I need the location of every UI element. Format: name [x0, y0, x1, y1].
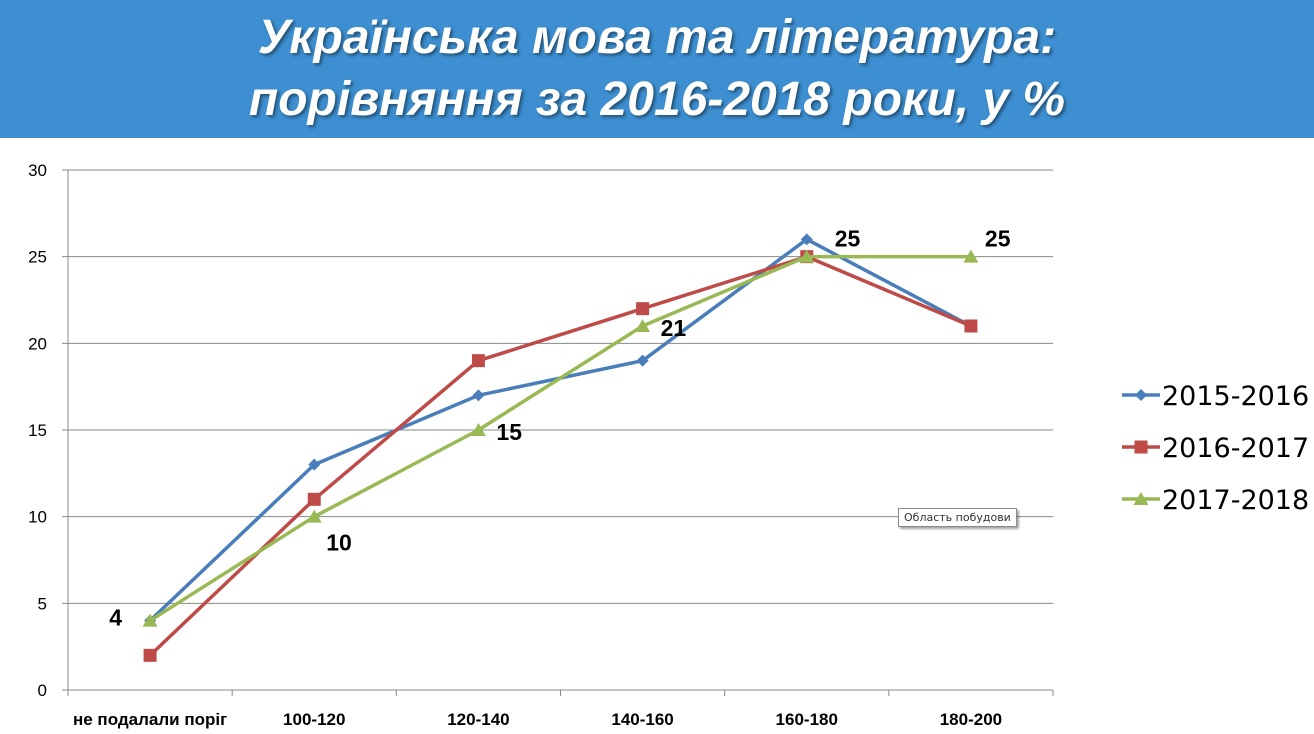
y-tick-label: 0 [38, 681, 47, 700]
chart-title-line-1: Українська мова та література: [257, 11, 1057, 64]
y-tick-label: 10 [28, 508, 47, 527]
x-tick-label: 120-140 [447, 710, 509, 729]
data-point-2016-2017 [636, 302, 650, 316]
data-label: 10 [326, 530, 352, 556]
y-tick-label: 15 [28, 421, 47, 440]
data-point-2017-2018 [799, 249, 815, 263]
data-label: 4 [109, 605, 122, 631]
data-label: 25 [985, 226, 1011, 252]
data-point-2017-2018 [470, 423, 486, 436]
plot-area-tooltip: Область побудови [898, 508, 1017, 527]
series-line-2017-2018 [148, 254, 973, 623]
data-point-2016-2017 [307, 492, 321, 506]
y-tick-label: 20 [28, 334, 47, 353]
data-point-2016-2017 [143, 648, 157, 662]
x-tick-label: 180-200 [940, 710, 1002, 729]
y-tick-label: 30 [28, 161, 47, 180]
data-point-2017-2018 [963, 249, 979, 263]
x-tick-label: 160-180 [776, 710, 838, 729]
title-banner: Українська мова та література: порівнянн… [0, 0, 1314, 138]
legend-label: 2016-2017 [1162, 433, 1309, 464]
x-tick-label: 100-120 [283, 710, 345, 729]
data-point-2016-2017 [471, 354, 485, 368]
chart-title-line-2: порівняння за 2016-2018 роки, у % [248, 73, 1066, 126]
data-label: 21 [661, 315, 687, 341]
data-point-2015-2016 [308, 458, 321, 471]
legend-label: 2015-2016 [1162, 381, 1309, 412]
legend-marker [1134, 440, 1148, 454]
data-label: 15 [496, 419, 522, 445]
data-point-2015-2016 [636, 354, 649, 367]
data-point-2016-2017 [964, 319, 978, 333]
data-point-2017-2018 [635, 319, 651, 332]
legend-label: 2017-2018 [1162, 485, 1309, 516]
data-label: 25 [835, 226, 861, 252]
y-tick-label: 25 [28, 248, 47, 267]
y-tick-label: 5 [38, 594, 47, 613]
x-tick-label: 140-160 [611, 710, 673, 729]
series-line-2016-2017 [148, 254, 973, 658]
data-point-2015-2016 [800, 233, 813, 246]
legend-marker [1133, 492, 1149, 505]
data-point-2017-2018 [142, 613, 158, 627]
data-point-2015-2016 [472, 389, 485, 402]
data-point-2017-2018 [306, 509, 322, 523]
line-chart: 0 5 10 15 20 25 30 не подалали поріг 100-120 120-… [28, 161, 1309, 729]
legend-marker [1135, 389, 1147, 401]
x-tick-label: не подалали поріг [73, 710, 227, 729]
